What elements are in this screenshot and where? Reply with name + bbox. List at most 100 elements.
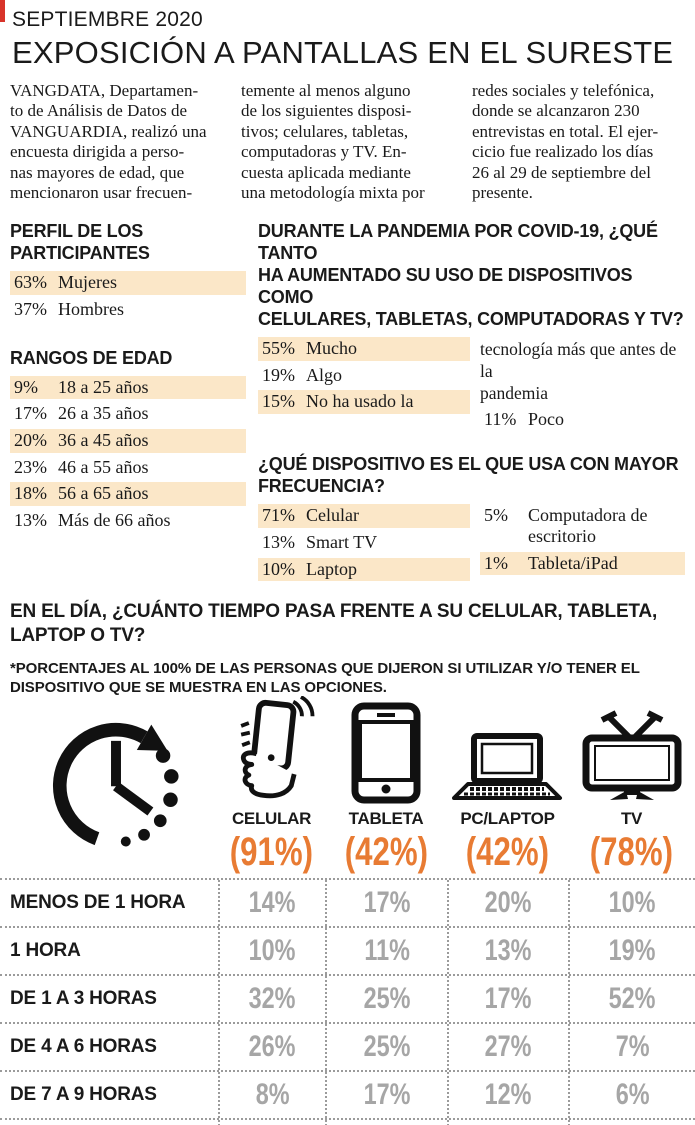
table-value: 14% [249, 885, 296, 919]
table-row: DE 4 A 6 HORAS 26% 25% 27% 7% [0, 1021, 695, 1070]
stat-row: 10% Laptop [258, 557, 470, 582]
stat-row: 20% 36 a 45 años [10, 428, 246, 453]
intro-text: VANGDATA, Departamen- to de Análisis de … [10, 81, 685, 203]
table-cell: 25% [325, 975, 447, 1022]
table-cell: 8% [218, 1071, 325, 1118]
table-cell: 4% [218, 1119, 325, 1125]
table-value: 25% [363, 1029, 411, 1063]
stat-percent: 71% [262, 505, 295, 526]
stat-row: 1% Tableta/iPad [480, 551, 685, 576]
table-cell: 6% [568, 1071, 695, 1118]
tv-icon [576, 710, 688, 804]
table-cell: 27% [447, 1023, 568, 1070]
device-answers: 71% Celular 13% Smart TV 10% Laptop 5% Computa… [258, 504, 685, 584]
stat-percent: 11% [484, 408, 517, 429]
right-stats-column: DURANTE LA PANDEMIA POR COVID-19, ¿QUÉ T… [246, 221, 685, 584]
table-value: 10% [249, 933, 296, 967]
table-value: 19% [609, 933, 656, 967]
table-cell: 2% [568, 1119, 695, 1125]
stat-label: 56 a 65 años [58, 483, 149, 504]
profile-title: PERFIL DE LOS PARTICIPANTES [10, 221, 150, 264]
stat-percent: 23% [14, 456, 47, 477]
table-cell: 19% [568, 927, 695, 974]
column-pc-laptop: PC/LAPTOP (42%) [447, 716, 568, 878]
table-row-label: DE 1 A 3 HORAS [10, 987, 157, 1009]
corner-mark [0, 0, 5, 22]
stat-row: 19% Algo [258, 364, 470, 388]
table-cell: 12% [447, 1071, 568, 1118]
stat-row: 17% 26 a 35 años [10, 402, 246, 426]
table-cell: 10% [218, 927, 325, 974]
table-cell: 11% [325, 927, 447, 974]
covid-answers-left: 55% Mucho 19% Algo 15% No ha usado la [258, 337, 470, 434]
table-cell: 13% [447, 927, 568, 974]
table-value: 25% [363, 981, 411, 1015]
stat-label: No ha usado la [306, 391, 414, 412]
stat-row: 13% Más de 66 años [10, 509, 246, 533]
stat-label: Mujeres [58, 272, 117, 293]
table-value: 6% [615, 1077, 650, 1111]
stat-percent: 37% [14, 298, 47, 319]
covid-answers-right: tecnología más que antes de la pandemia … [470, 337, 685, 434]
column-label-pc-laptop: PC/LAPTOP [460, 808, 555, 828]
stat-percent: 5% [484, 505, 508, 526]
table-value: 26% [249, 1029, 296, 1063]
stat-percent: 15% [262, 391, 295, 412]
table-value: 7% [615, 1029, 650, 1063]
stat-label: Poco [528, 408, 564, 429]
table-value: 11% [364, 933, 410, 967]
clock-time-icon [52, 722, 179, 847]
stat-label: 36 a 45 años [58, 429, 149, 450]
time-section-note: *PORCENTAJES AL 100% DE LAS PERSONAS QUE… [10, 659, 640, 697]
device-header-row: CELULAR (91%) TABLETA (42%) [0, 695, 695, 878]
table-row: DE 10 A 12 HORAS4%4%9%2% [0, 1117, 695, 1125]
table-value: 17% [485, 981, 532, 1015]
column-celular: CELULAR (91%) [218, 695, 325, 878]
table-value: 10% [609, 885, 656, 919]
column-tv: TV (78%) [568, 710, 695, 878]
table-value: 20% [485, 885, 532, 919]
stats-section: PERFIL DE LOS PARTICIPANTES 63% Mujeres 37… [10, 221, 685, 584]
stat-percent: 55% [262, 338, 295, 359]
column-label-tableta: TABLETA [348, 808, 424, 828]
stat-label: 26 a 35 años [58, 403, 149, 424]
stat-row: 13% Smart TV [258, 531, 470, 555]
stat-percent: 10% [262, 558, 295, 579]
stat-label: Laptop [306, 558, 357, 579]
stat-row: 55% Mucho [258, 337, 470, 361]
table-cell: 25% [325, 1023, 447, 1070]
stat-row: 15% No ha usado la [258, 390, 470, 415]
device-answers-left: 71% Celular 13% Smart TV 10% Laptop [258, 504, 470, 584]
stat-label: Computadora de escritorio [528, 505, 648, 547]
column-tableta: TABLETA (42%) [325, 702, 447, 878]
table-row: DE 1 A 3 HORAS 32% 25% 17% 52% [0, 973, 695, 1022]
phone-in-hand-icon [228, 695, 316, 804]
table-value: 8% [255, 1077, 290, 1111]
covid-question-title: DURANTE LA PANDEMIA POR COVID-19, ¿QUÉ T… [258, 221, 684, 330]
stat-row: 9% 18 a 25 años [10, 375, 246, 400]
stat-label: Smart TV [306, 532, 378, 553]
stat-label: Algo [306, 364, 342, 385]
stat-label: Más de 66 años [58, 510, 171, 531]
tablet-icon [350, 702, 422, 804]
table-row-label: DE 4 A 6 HORAS [10, 1035, 157, 1057]
table-row-label: 1 HORA [10, 939, 81, 961]
table-row: MENOS DE 1 HORA 14% 17% 20% 10% [0, 877, 695, 926]
covid-answer-continuation: tecnología más que antes de la pandemia [480, 339, 677, 403]
table-cell: 26% [218, 1023, 325, 1070]
stat-percent: 9% [14, 376, 38, 397]
ages-list: 9% 18 a 25 años 17% 26 a 35 años 20% 36 a 45 … [10, 375, 246, 533]
stat-label: 46 a 55 años [58, 456, 149, 477]
table-value: 17% [363, 1077, 411, 1111]
stat-row: 11% Poco [480, 408, 685, 432]
time-table: MENOS DE 1 HORA 14% 17% 20% 10% 1 HORA 10% 11% 1… [0, 877, 695, 1125]
stat-percent: 63% [14, 272, 47, 293]
column-label-celular: CELULAR [231, 808, 312, 828]
celular-usage-share: (91%) [229, 829, 314, 874]
table-cell: 32% [218, 975, 325, 1022]
table-cell: 17% [325, 1071, 447, 1118]
stat-row: 63% Mujeres [10, 271, 246, 295]
covid-answers: 55% Mucho 19% Algo 15% No ha usado la tecnolo… [258, 337, 685, 434]
page-title: EXPOSICIÓN A PANTALLAS EN EL SURESTE [12, 35, 674, 70]
